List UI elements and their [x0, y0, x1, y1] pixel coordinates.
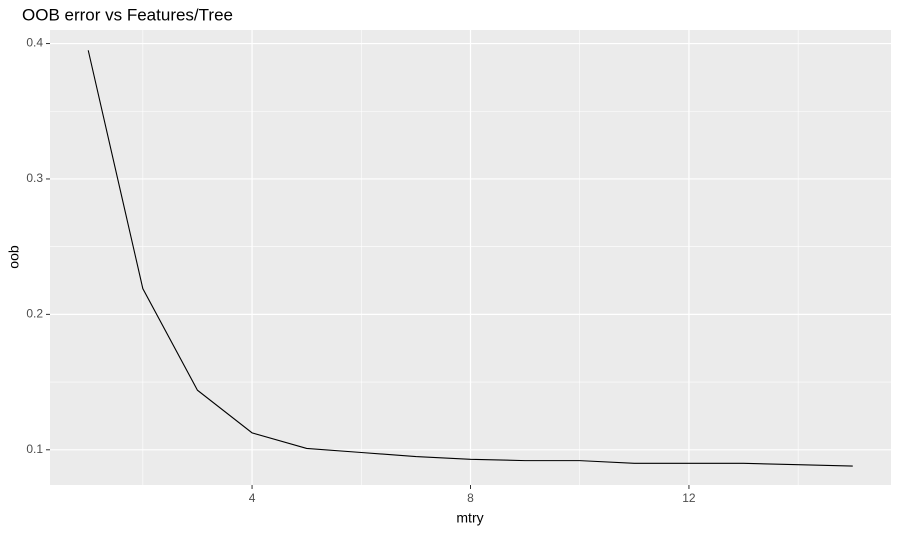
x-tick-label: 4 — [249, 491, 256, 505]
x-axis-label: mtry — [456, 510, 483, 526]
y-tick-label: 0.1 — [26, 442, 43, 456]
chart-title: OOB error vs Features/Tree — [22, 5, 233, 24]
x-tick-label: 12 — [682, 491, 696, 505]
line — [87, 50, 853, 467]
y-tick-label: 0.4 — [26, 36, 43, 50]
y-tick-label: 0.3 — [26, 171, 43, 185]
x-tick-label: 8 — [467, 491, 474, 505]
y-axis-label: oob — [6, 245, 22, 269]
y-tick-label: 0.2 — [26, 307, 43, 321]
